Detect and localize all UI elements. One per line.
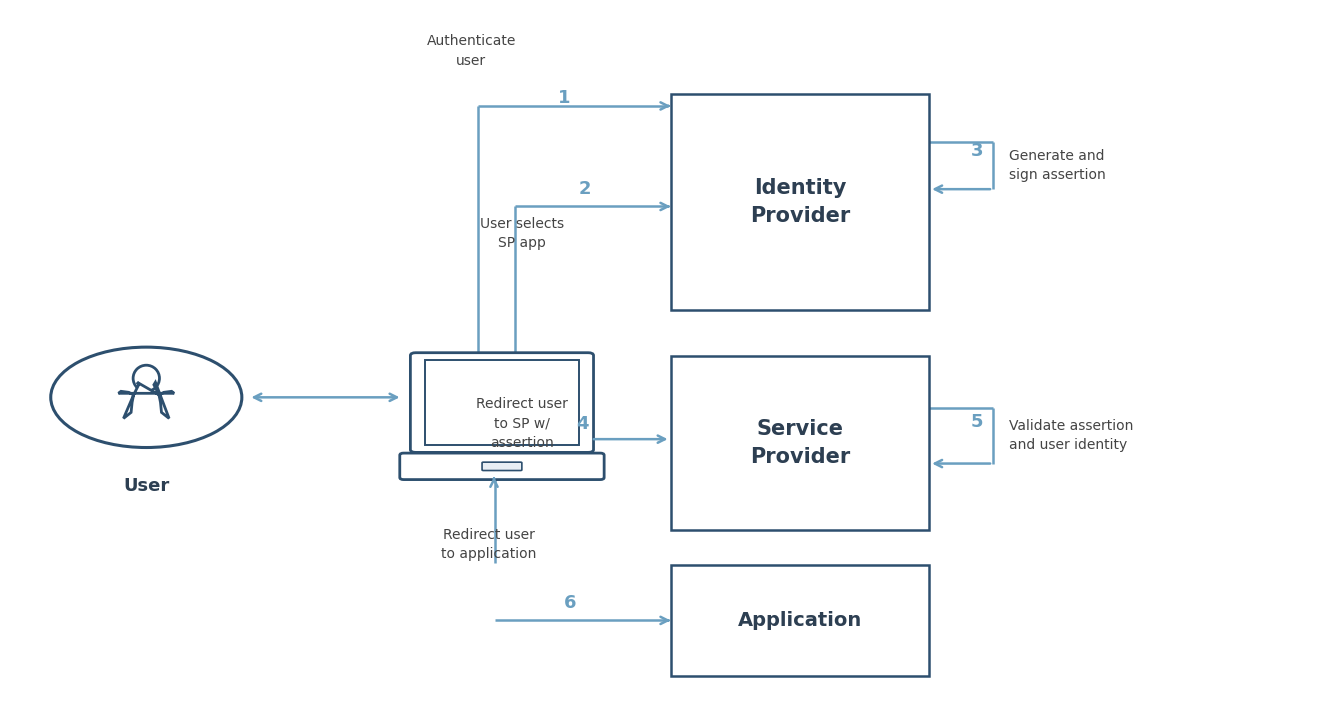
Text: Service
Provider: Service Provider [750, 419, 850, 466]
Text: 6: 6 [563, 594, 577, 612]
Text: User: User [123, 477, 169, 495]
FancyBboxPatch shape [425, 360, 579, 444]
Circle shape [51, 347, 241, 447]
FancyBboxPatch shape [670, 356, 929, 530]
Text: 1: 1 [558, 89, 571, 107]
Text: 2: 2 [579, 180, 591, 198]
Text: Application: Application [738, 611, 862, 630]
Text: Redirect user
to SP w/
assertion: Redirect user to SP w/ assertion [476, 397, 567, 450]
Text: User selects
SP app: User selects SP app [480, 217, 565, 250]
Text: 3: 3 [971, 142, 983, 161]
FancyBboxPatch shape [410, 353, 594, 452]
Text: Validate assertion
and user identity: Validate assertion and user identity [1008, 419, 1133, 452]
FancyBboxPatch shape [481, 462, 522, 471]
Polygon shape [118, 383, 174, 418]
FancyBboxPatch shape [670, 94, 929, 310]
Text: 4: 4 [577, 415, 589, 433]
FancyBboxPatch shape [670, 565, 929, 676]
Text: Identity
Provider: Identity Provider [750, 178, 850, 226]
Text: Generate and
sign assertion: Generate and sign assertion [1008, 149, 1106, 182]
Ellipse shape [133, 365, 160, 391]
FancyBboxPatch shape [400, 453, 605, 480]
Text: Redirect user
to application: Redirect user to application [441, 528, 536, 561]
Text: Authenticate
user: Authenticate user [426, 34, 516, 68]
Text: 5: 5 [971, 412, 983, 431]
